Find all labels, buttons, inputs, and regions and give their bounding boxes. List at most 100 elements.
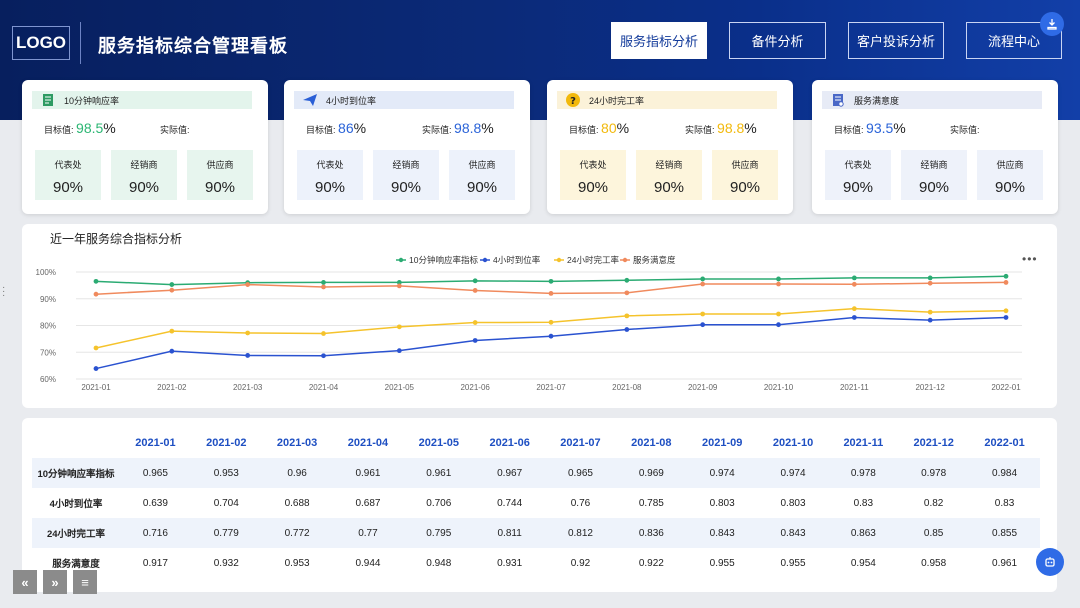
table-cell: 0.955 — [709, 557, 735, 569]
series-point — [396, 324, 402, 330]
table-cell: 0.961 — [403, 458, 475, 488]
series-point — [700, 322, 706, 328]
table-cell: 0.843 — [757, 518, 829, 548]
series-point — [1003, 315, 1009, 320]
kpi-actual-value: 98.8 — [454, 120, 482, 136]
kpi-breakdown-box[interactable]: 代表处 90% — [825, 150, 891, 200]
kpi-target: 目标值: 93.5% — [834, 120, 906, 136]
table-column-header: 2022-01 — [984, 437, 1025, 449]
series-point — [927, 309, 933, 315]
kpi-breakdown-box[interactable]: 经销商 90% — [901, 150, 967, 200]
nav-service-metrics[interactable]: 服务指标分析 — [611, 22, 707, 59]
more-icon[interactable]: ••• — [1022, 252, 1038, 266]
legend-marker-dot — [398, 257, 404, 263]
table-cell: 0.83 — [853, 497, 874, 509]
nav-spare-parts[interactable]: 备件分析 — [729, 22, 826, 59]
series-point — [851, 315, 857, 320]
kpi-breakdown-box[interactable]: 供应商 90% — [712, 150, 778, 200]
table-row: 4小时到位率 0.639 0.704 0.688 0.687 0.706 0.744 0.76… — [32, 488, 1040, 518]
kpi-breakdown-box[interactable]: 经销商 90% — [373, 150, 439, 200]
kpi-target-unit: % — [103, 120, 116, 136]
kpi-actual: 实际值: 98.8% — [685, 120, 757, 136]
nav-complaints[interactable]: 客户投诉分析 — [848, 22, 944, 59]
kpi-breakdown-box[interactable]: 经销商 90% — [636, 150, 702, 200]
chart-y-tick-label: 70% — [40, 348, 56, 357]
kpi-target-label: 目标值: — [569, 125, 599, 135]
table-cell: 0.961 — [332, 458, 404, 488]
series-point — [776, 281, 781, 287]
table-cell: 0.811 — [474, 518, 546, 548]
svg-text:?: ? — [570, 96, 576, 107]
kpi-target-label: 目标值: — [834, 125, 864, 135]
kpi-target-label: 目标值: — [306, 125, 336, 135]
download-button[interactable] — [1040, 12, 1064, 36]
document-icon — [830, 93, 846, 107]
kpi-breakdown-box[interactable]: 代表处 90% — [560, 150, 626, 200]
legend-marker-dot — [556, 257, 562, 263]
book-icon — [40, 93, 56, 107]
kpi-card: 服务满意度 目标值: 93.5% 实际值: 代表处 90% 经销商 90% 供应… — [812, 80, 1058, 214]
data-table-panel: 2021-01 2021-02 2021-03 2021-04 2021-05 2021-… — [22, 418, 1057, 592]
chart-x-tick-label: 2022-01 — [991, 383, 1021, 392]
table-row: 10分钟响应率指标 0.965 0.953 0.96 0.961 0.961 0.967 0.… — [32, 458, 1040, 488]
table-cell: 0.772 — [261, 518, 333, 548]
table-cell: 0.969 — [615, 458, 687, 488]
chart-x-tick-label: 2021-12 — [915, 383, 945, 392]
table-cell: 0.779 — [190, 518, 262, 548]
table-column-header: 2021-07 — [560, 437, 601, 449]
prev-page-button[interactable]: « — [13, 570, 37, 594]
series-point — [396, 283, 402, 289]
drag-handle-icon[interactable]: · · · — [2, 282, 6, 301]
next-page-button[interactable]: » — [43, 570, 67, 594]
table-cell: 0.96 — [261, 458, 333, 488]
chart-x-tick-label: 2021-09 — [688, 383, 718, 392]
chart-title: 近一年服务综合指标分析 — [50, 232, 183, 246]
kpi-breakdown-box[interactable]: 供应商 90% — [187, 150, 253, 200]
kpi-header: 服务满意度 — [822, 91, 1042, 109]
series-point — [93, 366, 99, 371]
table-cell: 0.76 — [570, 497, 591, 509]
robot-icon — [1045, 557, 1055, 567]
series-point — [548, 291, 554, 296]
nav-process-center[interactable]: 流程中心 — [966, 22, 1062, 59]
page-title: 服务指标综合管理看板 — [98, 36, 288, 56]
series-point — [169, 287, 175, 293]
series-point — [245, 330, 251, 336]
kpi-breakdown-value: 90% — [577, 179, 609, 196]
table-cell: 0.82 — [923, 497, 944, 509]
kpi-actual: 实际值: — [160, 120, 190, 136]
kpi-target: 目标值: 80% — [569, 120, 629, 136]
kpi-breakdown-box[interactable]: 供应商 90% — [977, 150, 1043, 200]
data-table: 2021-01 2021-02 2021-03 2021-04 2021-05 2021-… — [32, 428, 1040, 578]
table-column-header: 2021-02 — [206, 437, 247, 449]
kpi-actual-value: 98.8 — [717, 120, 745, 136]
series-point — [1003, 280, 1009, 285]
logo-divider — [80, 22, 81, 64]
kpi-breakdown-value: 90% — [204, 179, 236, 196]
series-point — [396, 348, 402, 354]
download-icon — [1047, 19, 1057, 30]
kpi-breakdown-value: 90% — [52, 179, 84, 196]
series-point — [548, 319, 554, 325]
kpi-breakdown-label: 供应商 — [206, 160, 234, 170]
kpi-breakdown-label: 经销商 — [130, 160, 158, 170]
assistant-button[interactable] — [1036, 548, 1064, 576]
menu-button[interactable]: ≡ — [73, 570, 97, 594]
table-cell: 0.836 — [615, 518, 687, 548]
kpi-breakdown-label: 代表处 — [579, 160, 607, 170]
series-point — [321, 331, 326, 336]
series-point — [700, 311, 706, 317]
legend-label: 10分钟响应率指标 — [409, 255, 478, 265]
kpi-breakdown-label: 经销商 — [655, 160, 683, 170]
kpi-name: 服务满意度 — [854, 95, 900, 106]
kpi-breakdown-box[interactable]: 供应商 90% — [449, 150, 515, 200]
kpi-breakdown-value: 90% — [314, 179, 346, 196]
series-point — [472, 320, 478, 325]
series-point — [93, 345, 99, 351]
kpi-breakdown-box[interactable]: 代表处 90% — [35, 150, 101, 200]
kpi-breakdown-box[interactable]: 经销商 90% — [111, 150, 177, 200]
series-point — [396, 280, 402, 285]
table-cell: 0.948 — [426, 557, 452, 569]
kpi-breakdown-box[interactable]: 代表处 90% — [297, 150, 363, 200]
chart-y-tick-label: 100% — [36, 268, 56, 277]
